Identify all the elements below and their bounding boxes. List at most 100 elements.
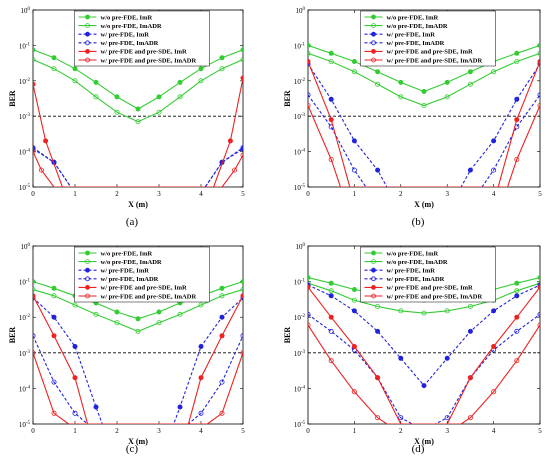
data-point [491, 308, 497, 314]
data-point [328, 156, 334, 162]
x-axis-label: X (m) [128, 437, 148, 446]
series-line [33, 295, 243, 424]
data-point [198, 302, 204, 308]
y-tick-label: 100 [21, 243, 31, 251]
data-point [156, 109, 162, 115]
y-tick-label: 10-1 [294, 279, 306, 287]
legend: w/o pre-FDE, ImR w/o pre-FDE, ImADR w/ pre… [360, 246, 496, 303]
data-point [240, 57, 243, 62]
panel-caption: (d) [412, 443, 425, 455]
data-point [51, 55, 57, 61]
legend-entry: w/o pre-FDE, ImADR [387, 23, 448, 30]
data-point [491, 167, 497, 173]
data-point [51, 66, 57, 72]
legend-entry: w/o pre-FDE, ImADR [387, 259, 448, 266]
data-point [51, 314, 57, 320]
x-tick-label: 5 [241, 427, 245, 435]
x-tick-label: 2 [115, 427, 119, 435]
y-tick-label: 10-1 [19, 42, 31, 50]
data-point [375, 303, 381, 309]
data-point [351, 343, 357, 349]
data-point [328, 280, 334, 286]
data-point [351, 69, 357, 75]
data-point [328, 314, 334, 320]
data-point [308, 275, 311, 280]
legend-entry: w/ pre-FDE, ImADR [101, 40, 159, 47]
legend-entry: w/o pre-FDE, ImR [101, 250, 153, 257]
data-point [33, 145, 36, 151]
data-point [33, 57, 36, 62]
series-line [33, 58, 243, 123]
data-point [444, 308, 450, 314]
y-tick-label: 10-3 [294, 113, 306, 121]
data-point [537, 311, 540, 317]
data-point [51, 333, 57, 339]
x-tick-label: 2 [115, 190, 119, 198]
data-point [33, 350, 36, 356]
x-tick-label: 0 [306, 190, 310, 198]
x-tick-label: 1 [73, 427, 77, 435]
data-point [135, 106, 141, 112]
data-point [537, 322, 540, 328]
data-point [328, 288, 334, 294]
y-tick-label: 100 [296, 7, 306, 15]
data-point [177, 404, 183, 410]
data-point [375, 167, 381, 173]
data-point [198, 343, 204, 349]
series-line [33, 335, 243, 424]
series-line [33, 297, 243, 424]
y-axis-label: BER [8, 90, 17, 107]
data-point [240, 145, 243, 151]
data-point [328, 293, 334, 299]
data-point [328, 328, 334, 334]
data-point [93, 404, 99, 410]
data-point [514, 288, 520, 294]
data-point [514, 293, 520, 299]
y-tick-label: 10-5 [294, 184, 306, 192]
data-point [135, 328, 141, 334]
y-tick-label: 100 [296, 243, 306, 251]
series-line [308, 52, 540, 107]
y-tick-label: 10-5 [294, 421, 306, 429]
data-point [398, 415, 404, 421]
data-point [444, 355, 450, 361]
legend-entry: w/ pre-FDE and pre-SDE, ImR [101, 49, 188, 56]
data-point [421, 103, 427, 109]
legend-entry: w/o pre-FDE, ImADR [101, 23, 162, 30]
series-line [308, 94, 540, 187]
data-point [467, 167, 473, 173]
y-axis-label: BER [283, 90, 292, 107]
y-tick-label: 100 [21, 7, 31, 15]
data-point [308, 284, 311, 290]
data-point [156, 320, 162, 326]
data-point [514, 328, 520, 334]
data-point [240, 350, 243, 356]
y-tick-label: 10-3 [19, 113, 31, 121]
legend-entry: w/ pre-FDE, ImR [101, 32, 150, 39]
data-point [219, 66, 225, 72]
data-point [240, 333, 243, 339]
series-line [308, 61, 540, 187]
data-point [351, 59, 357, 65]
x-tick-label: 5 [241, 190, 245, 198]
data-point [240, 47, 243, 53]
y-tick-label: 10-2 [19, 314, 31, 322]
data-point [537, 59, 540, 64]
data-point [444, 79, 450, 85]
data-point [398, 79, 404, 85]
data-point [351, 389, 357, 395]
data-point [198, 375, 204, 381]
legend-entry: w/ pre-FDE, ImR [387, 268, 436, 275]
data-point [33, 47, 36, 53]
data-point [328, 96, 334, 102]
data-point [72, 375, 78, 381]
data-point [38, 167, 44, 173]
legend-entry: w/o pre-FDE, ImR [387, 14, 439, 21]
data-point [232, 167, 238, 173]
data-point [328, 117, 334, 123]
data-point [351, 286, 357, 292]
data-point [177, 311, 183, 317]
data-point [514, 96, 520, 102]
series-line [308, 324, 540, 424]
legend-entry: w/ pre-FDE and pre-SDE, ImR [387, 285, 474, 292]
